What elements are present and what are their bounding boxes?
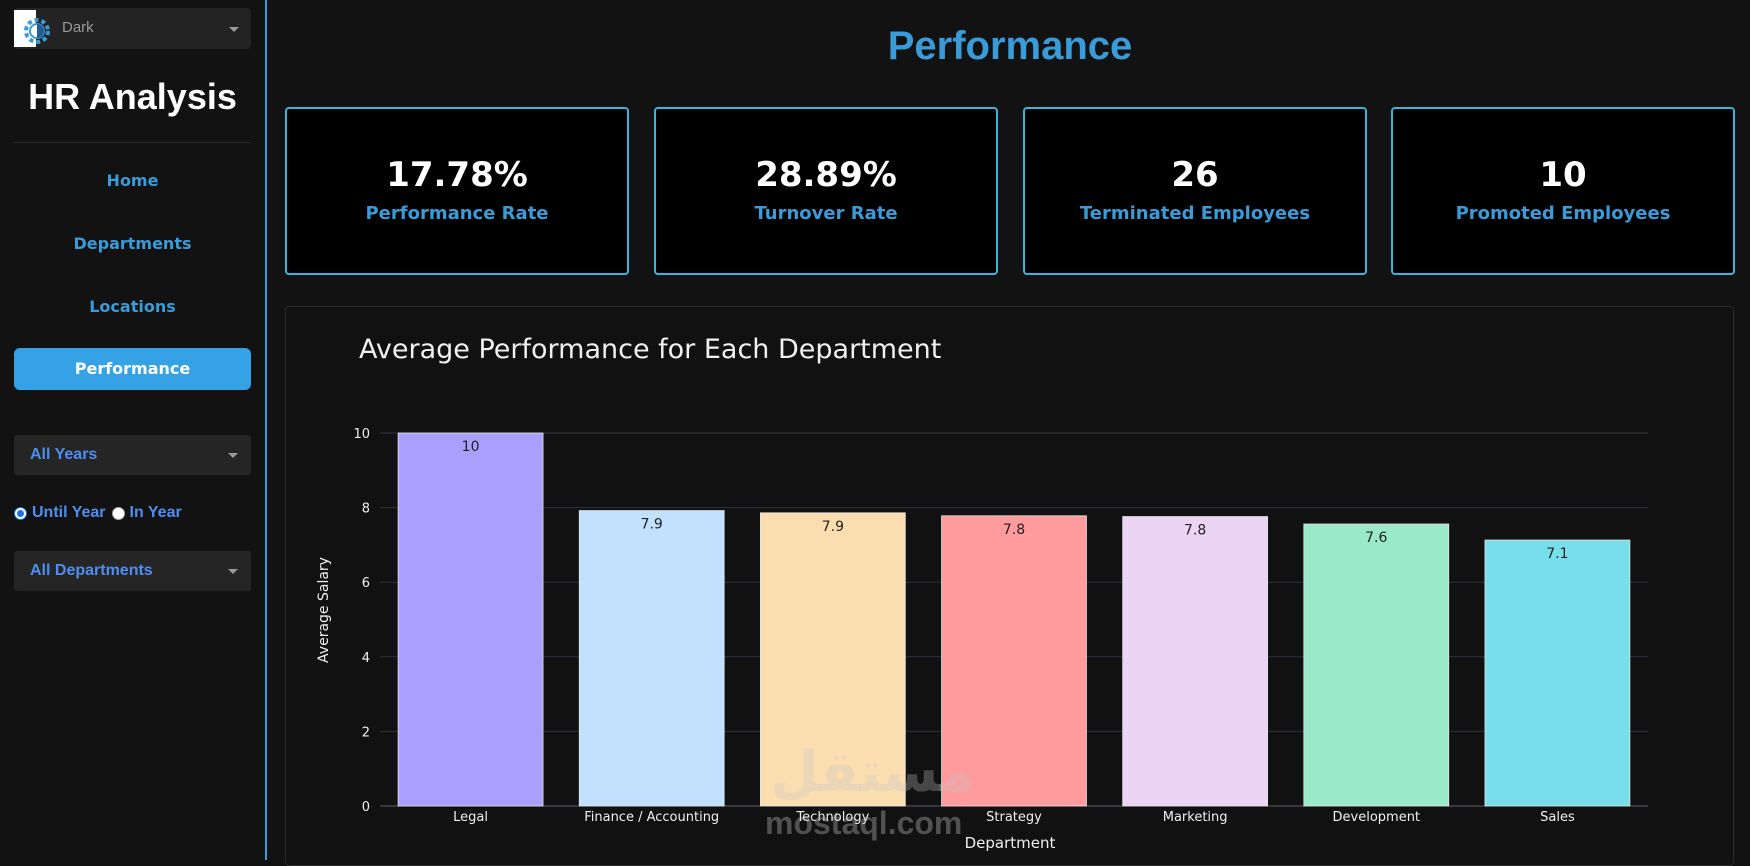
kpi-value: 28.89% bbox=[755, 155, 897, 195]
y-axis-label: Average Salary bbox=[316, 557, 332, 663]
data-label: 7.6 bbox=[1365, 530, 1387, 546]
radio-until-year[interactable] bbox=[14, 506, 27, 520]
y-tick-label: 8 bbox=[362, 502, 370, 517]
radio-in-year-label[interactable]: In Year bbox=[129, 504, 182, 521]
watermark-arabic: مستقل bbox=[770, 740, 975, 805]
kpi-card-promoted-employees: 10 Promoted Employees bbox=[1391, 107, 1735, 275]
chevron-down-icon bbox=[228, 453, 238, 458]
sidebar: Dark HR Analysis Home Departments Locati… bbox=[0, 0, 267, 860]
y-tick-label: 6 bbox=[362, 576, 370, 591]
data-label: 7.1 bbox=[1546, 546, 1568, 562]
year-mode-radio-group: Until Year In Year bbox=[14, 503, 182, 523]
bar-marketing[interactable] bbox=[1122, 516, 1268, 807]
theme-dropdown[interactable]: Dark bbox=[14, 8, 251, 49]
chevron-down-icon bbox=[229, 27, 239, 32]
x-tick-label: Strategy bbox=[986, 810, 1042, 825]
kpi-label: Promoted Employees bbox=[1455, 203, 1671, 224]
year-filter-dropdown[interactable]: All Years bbox=[14, 435, 251, 475]
x-tick-label: Technology bbox=[795, 810, 869, 825]
bar-technology[interactable] bbox=[760, 512, 906, 807]
kpi-card-turnover-rate: 28.89% Turnover Rate bbox=[654, 107, 998, 275]
data-label: 7.8 bbox=[1003, 522, 1025, 538]
nav-departments[interactable]: Departments bbox=[73, 234, 192, 253]
data-label: 10 bbox=[462, 439, 480, 455]
kpi-card-performance-rate: 17.78% Performance Rate bbox=[285, 107, 629, 275]
bar-development[interactable] bbox=[1303, 523, 1450, 807]
y-tick-label: 0 bbox=[362, 800, 370, 815]
bar-legal[interactable] bbox=[397, 432, 544, 807]
y-tick-label: 10 bbox=[353, 427, 370, 442]
x-tick-label: Legal bbox=[453, 810, 488, 825]
kpi-value: 10 bbox=[1539, 155, 1587, 195]
x-axis-label: Department bbox=[965, 834, 1056, 852]
nav-performance[interactable]: Performance bbox=[14, 348, 251, 390]
kpi-label: Terminated Employees bbox=[1079, 203, 1311, 224]
bar-strategy[interactable] bbox=[941, 515, 1087, 807]
radio-in-year[interactable] bbox=[111, 506, 125, 520]
bar-finance-accounting[interactable] bbox=[578, 510, 725, 807]
chart-labels: 0 2 4 6 8 10 10 Legal 7.9 Finance / Accounting 7.9… bbox=[353, 427, 1574, 825]
year-filter-value: All Years bbox=[30, 446, 98, 463]
department-filter-value: All Departments bbox=[30, 562, 153, 579]
kpi-value: 26 bbox=[1171, 155, 1219, 195]
sidebar-divider bbox=[14, 142, 251, 143]
theme-label: Dark bbox=[62, 19, 94, 36]
x-tick-label: Finance / Accounting bbox=[584, 810, 719, 825]
theme-toggle-icon bbox=[14, 10, 50, 47]
app-title: HR Analysis bbox=[28, 76, 237, 117]
kpi-card-terminated-employees: 26 Terminated Employees bbox=[1023, 107, 1367, 275]
chevron-down-icon bbox=[228, 569, 238, 574]
nav-locations[interactable]: Locations bbox=[89, 297, 176, 316]
kpi-label: Performance Rate bbox=[365, 203, 549, 224]
department-filter-dropdown[interactable]: All Departments bbox=[14, 551, 251, 591]
x-tick-label: Sales bbox=[1540, 810, 1575, 825]
data-label: 7.8 bbox=[1184, 523, 1206, 539]
bar-sales[interactable] bbox=[1484, 539, 1631, 807]
data-label: 7.9 bbox=[641, 517, 663, 533]
x-tick-label: Marketing bbox=[1163, 810, 1228, 825]
radio-until-year-label[interactable]: Until Year bbox=[32, 504, 106, 521]
chart-title: Average Performance for Each Department bbox=[359, 334, 942, 365]
kpi-label: Turnover Rate bbox=[754, 203, 898, 224]
chart-bars bbox=[397, 432, 1631, 807]
y-tick-label: 2 bbox=[362, 725, 370, 740]
data-label: 7.9 bbox=[822, 519, 844, 535]
nav-home[interactable]: Home bbox=[106, 171, 159, 190]
y-tick-label: 4 bbox=[362, 651, 370, 666]
kpi-value: 17.78% bbox=[386, 155, 528, 195]
page-title: Performance bbox=[887, 24, 1133, 68]
watermark-latin: mostaql.com bbox=[765, 805, 963, 841]
x-tick-label: Development bbox=[1333, 810, 1421, 825]
